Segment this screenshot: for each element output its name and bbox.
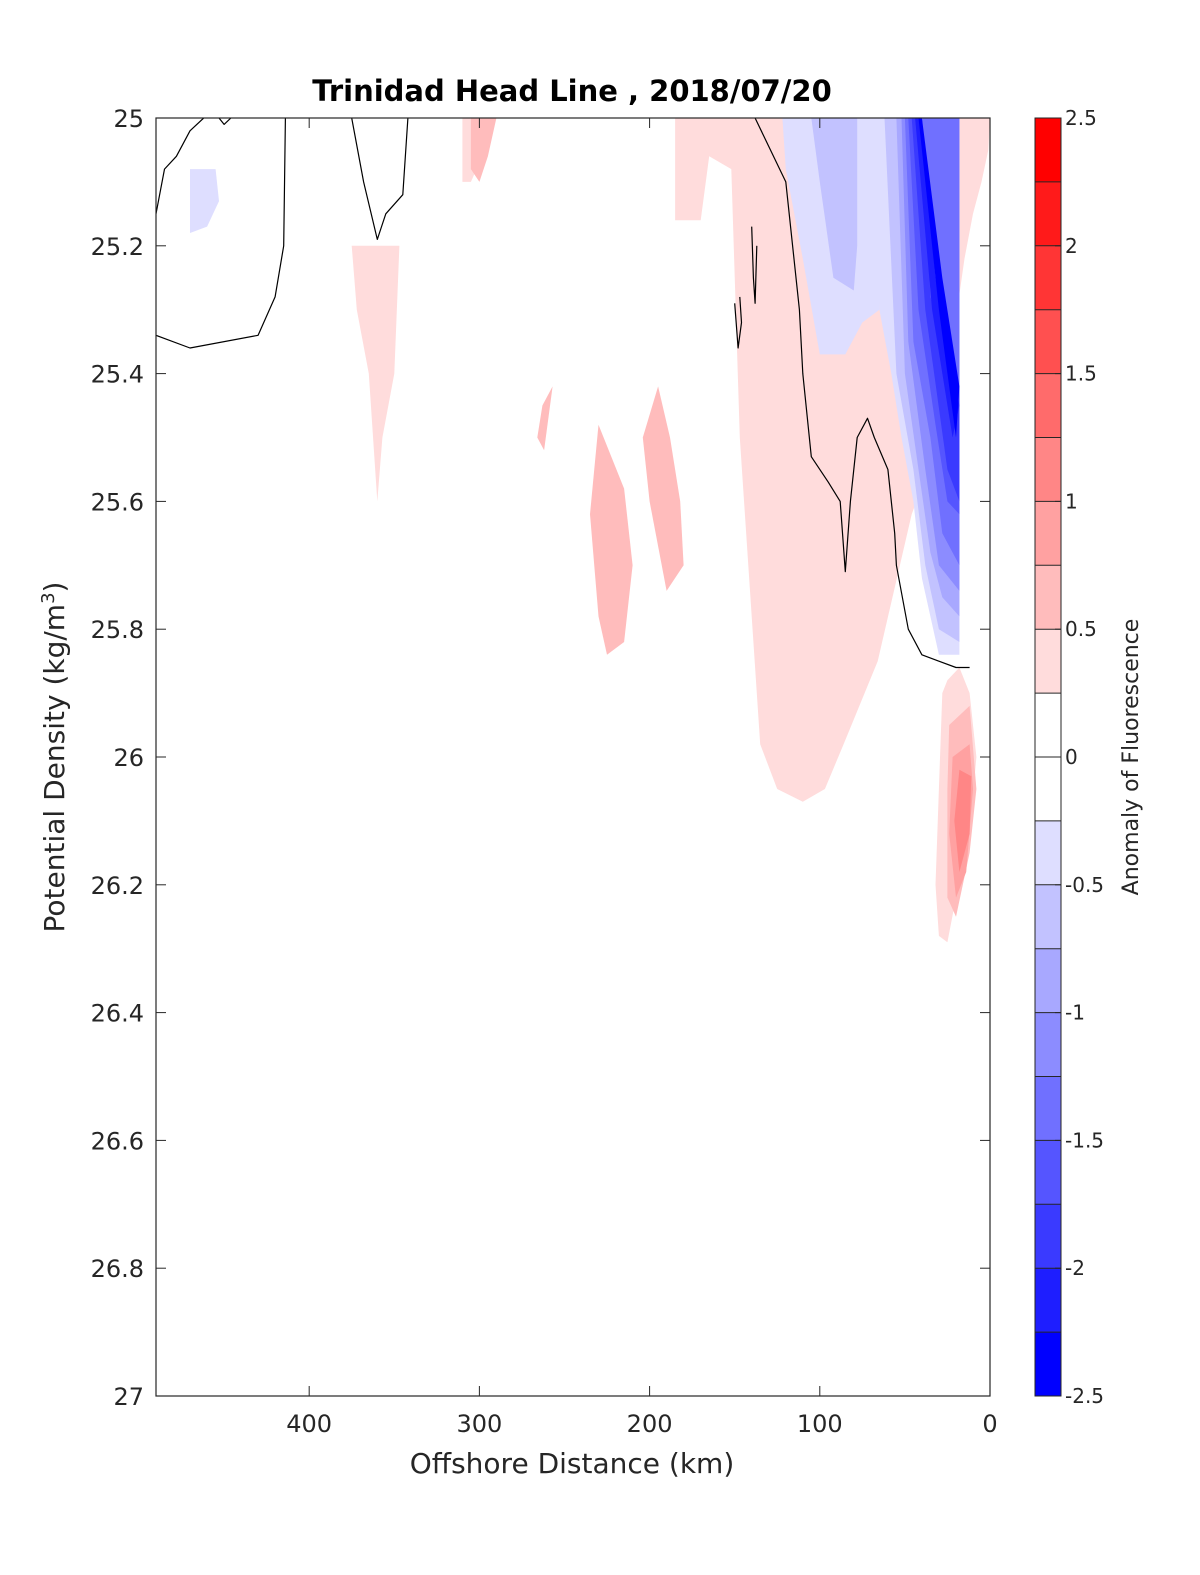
contour-region-2 xyxy=(351,245,400,502)
colorbar-tick-label: 0 xyxy=(1065,745,1078,769)
y-tick-label: 25.2 xyxy=(91,233,144,261)
filled-contour-regions xyxy=(190,118,990,943)
contour-region-4 xyxy=(537,386,553,451)
y-tick-label: 26 xyxy=(113,744,144,772)
contour-region-22 xyxy=(918,118,960,438)
colorbar-band-0 xyxy=(1035,118,1061,182)
colorbar-tick-label: 1.5 xyxy=(1065,362,1097,386)
y-tick-label: 26.8 xyxy=(91,1255,144,1283)
colorbar-band-18 xyxy=(1035,1268,1061,1333)
colorbar-band-17 xyxy=(1035,1204,1061,1269)
zero-contour-line-3 xyxy=(351,118,409,240)
y-tick-label: 27 xyxy=(113,1383,144,1411)
colorbar-tick-label: 2.5 xyxy=(1065,106,1097,130)
x-axis-label: Offshore Distance (km) xyxy=(410,1447,735,1480)
y-tick-label: 26.4 xyxy=(91,1000,144,1028)
colorbar-tick-label: 2 xyxy=(1065,234,1078,258)
contour-region-5 xyxy=(590,424,633,655)
zero-contour-line-2 xyxy=(218,118,232,126)
colorbar-band-12 xyxy=(1035,884,1061,949)
contour-region-13 xyxy=(811,118,858,291)
y-tick-label: 26.2 xyxy=(91,872,144,900)
y-tick-label: 25.4 xyxy=(91,361,144,389)
colorbar-tick-label: -1 xyxy=(1065,1001,1085,1025)
contour-region-11 xyxy=(190,169,219,233)
colorbar-band-1 xyxy=(1035,181,1061,246)
colorbar-tick-label: -2.5 xyxy=(1065,1384,1104,1408)
colorbar-band-7 xyxy=(1035,565,1061,630)
colorbar-tick-label: -1.5 xyxy=(1065,1128,1104,1152)
contour-region-3 xyxy=(462,118,497,182)
colorbar-band-5 xyxy=(1035,437,1061,502)
colorbar-band-14 xyxy=(1035,1012,1061,1077)
zero-contour-line-1 xyxy=(156,118,286,349)
x-tick-label: 300 xyxy=(456,1410,502,1438)
chart-title: Trinidad Head Line , 2018/07/20 xyxy=(312,74,832,108)
x-tick-label: 200 xyxy=(627,1410,673,1438)
y-tick-label: 25.8 xyxy=(91,616,144,644)
colorbar-band-13 xyxy=(1035,948,1061,1013)
y-tick-label: 25.6 xyxy=(91,488,144,516)
colorbar-tick-label: -0.5 xyxy=(1065,873,1104,897)
colorbar-band-6 xyxy=(1035,501,1061,566)
y-axis-label: Potential Density (kg/m3) xyxy=(38,582,72,933)
contour-region-6 xyxy=(642,386,684,591)
colorbar-tick-label: -2 xyxy=(1065,1256,1085,1280)
colorbar-band-19 xyxy=(1035,1332,1061,1396)
zero-contour-line-6 xyxy=(754,118,970,669)
colorbar-band-10 xyxy=(1035,757,1061,821)
colorbar: 2.5 2 1.5 1 0.5 0 -0.5 -1 -1.5 -2 -2.5 xyxy=(1034,106,1104,1408)
colorbar-label: Anomaly of Fluorescence xyxy=(1119,619,1144,896)
colorbar-tick-label: 0.5 xyxy=(1065,617,1097,641)
colorbar-band-8 xyxy=(1035,629,1061,694)
colorbar-band-2 xyxy=(1035,245,1061,310)
y-axis-ticks: 25 25.2 25.4 25.6 25.8 26 26.2 26.4 26.6 26.8 27 xyxy=(91,105,990,1411)
colorbar-ticks: 2.5 2 1.5 1 0.5 0 -0.5 -1 -1.5 -2 -2.5 xyxy=(1055,106,1104,1408)
y-tick-label: 25 xyxy=(113,105,144,133)
colorbar-tick-label: 1 xyxy=(1065,489,1078,513)
contour-region-10 xyxy=(954,769,972,872)
y-axis-label-superscript: 3 xyxy=(38,592,59,603)
colorbar-band-15 xyxy=(1035,1076,1061,1141)
colorbar-bands xyxy=(1035,118,1061,1396)
x-axis-ticks: 400 300 200 100 0 xyxy=(286,118,998,1438)
colorbar-band-9 xyxy=(1035,693,1061,757)
x-tick-label: 400 xyxy=(286,1410,332,1438)
zero-contour-line-0 xyxy=(156,118,205,214)
y-tick-label: 26.6 xyxy=(91,1127,144,1155)
x-tick-label: 100 xyxy=(797,1410,843,1438)
zero-contour-line-5 xyxy=(734,296,743,349)
zero-contour-lines xyxy=(156,118,970,669)
colorbar-band-16 xyxy=(1035,1140,1061,1205)
colorbar-band-4 xyxy=(1035,373,1061,438)
colorbar-band-3 xyxy=(1035,309,1061,374)
x-tick-label: 0 xyxy=(982,1410,997,1438)
colorbar-band-11 xyxy=(1035,820,1061,885)
plot-area: 400 300 200 100 0 25 25.2 25.4 25.6 25.8 26 26.2 26… xyxy=(91,105,998,1438)
zero-contour-line-4 xyxy=(751,226,758,304)
